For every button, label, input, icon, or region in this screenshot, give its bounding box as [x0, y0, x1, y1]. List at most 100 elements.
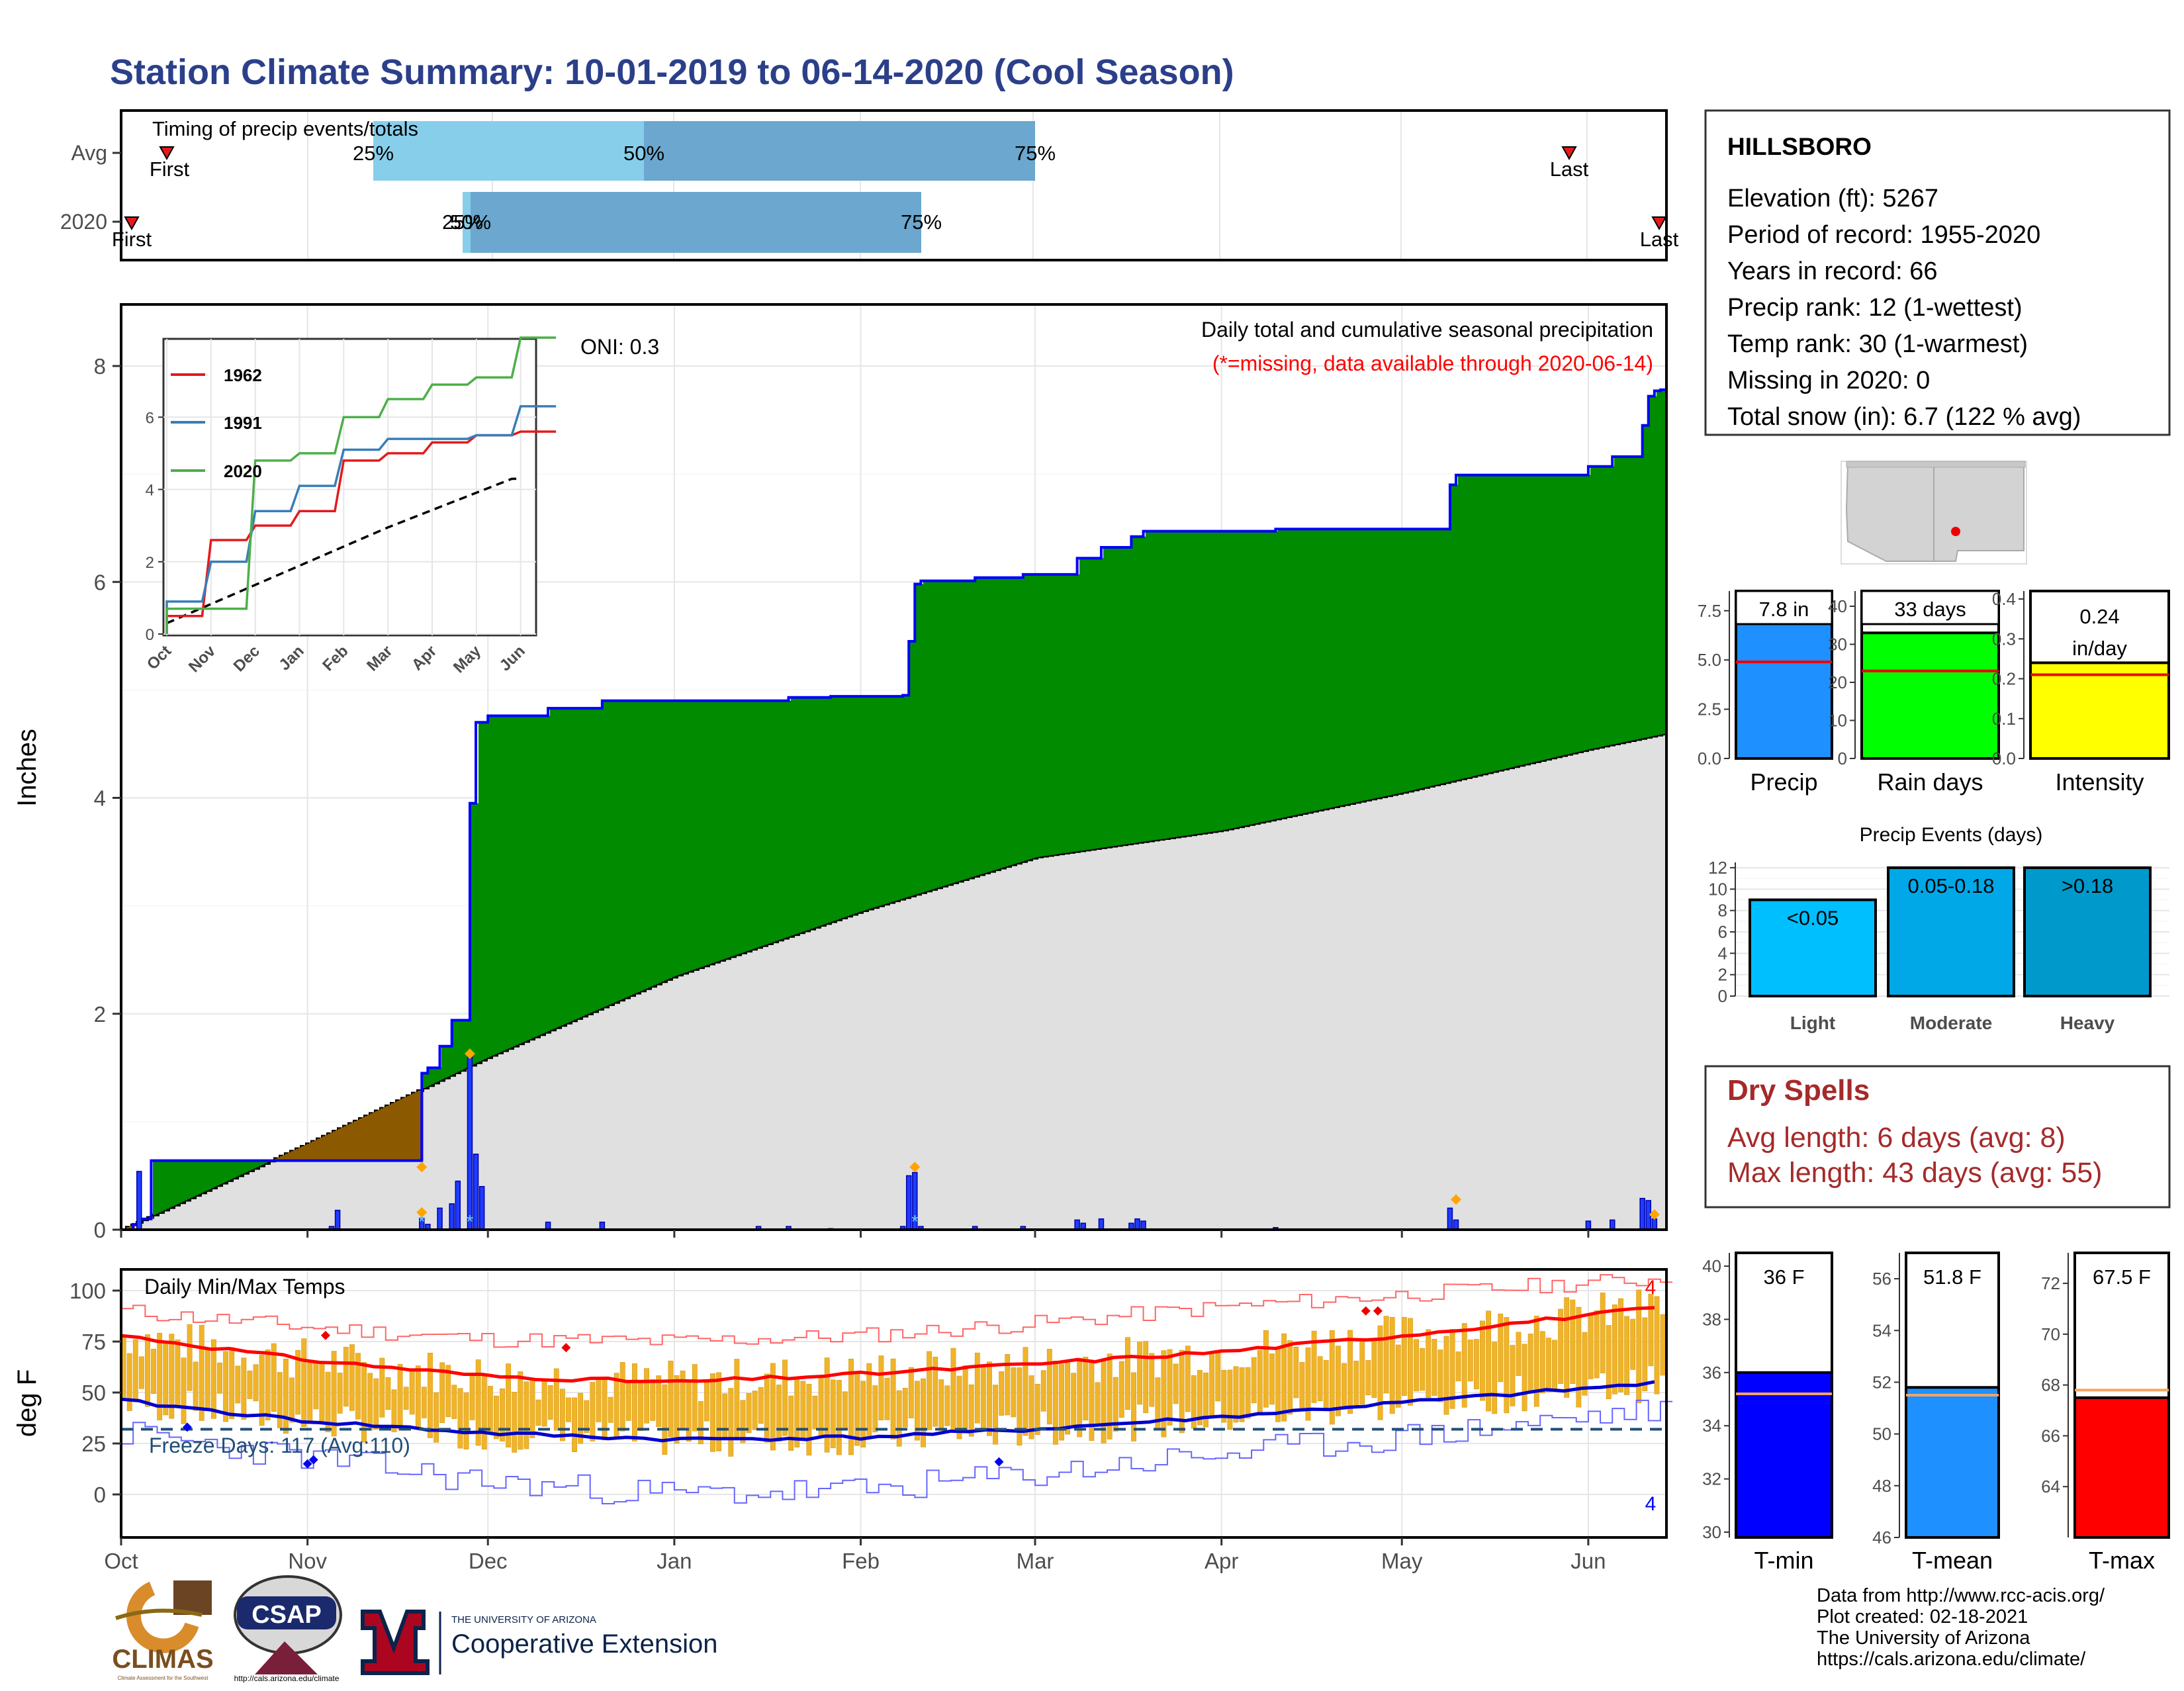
- above-avg-slice: [259, 1160, 262, 1166]
- below-avg-slice: [314, 1140, 318, 1161]
- temp-bar-ytick-label: 32: [1702, 1469, 1721, 1489]
- events-ytick-label: 4: [1718, 943, 1727, 963]
- station-location-dot: [1951, 527, 1960, 536]
- above-avg-slice: [449, 1046, 453, 1075]
- above-avg-slice: [680, 700, 683, 974]
- above-avg-slice: [1614, 457, 1617, 744]
- below-avg-slice: [129, 1226, 132, 1230]
- daily-temp-bar: [631, 1363, 637, 1441]
- above-avg-slice: [981, 577, 985, 874]
- above-avg-slice: [600, 708, 604, 1009]
- climas-tagline: Climate Assessment for the Southwest: [118, 1675, 209, 1681]
- mini-label: Intensity: [2055, 768, 2144, 796]
- below-avg-slice: [394, 1102, 397, 1161]
- record-low-marker: [308, 1455, 318, 1465]
- temp-ytick-label: 50: [81, 1381, 106, 1405]
- below-avg-slice: [304, 1145, 307, 1161]
- map-new-mexico: [1933, 463, 2025, 562]
- above-avg-slice: [1228, 531, 1231, 829]
- above-avg-slice: [1273, 531, 1276, 820]
- daily-temp-bar: [1305, 1348, 1311, 1421]
- daily-temp-bar: [1257, 1349, 1263, 1414]
- daily-temp-bar: [608, 1396, 614, 1423]
- above-avg-slice: [1201, 531, 1205, 833]
- inset-lines: [165, 336, 557, 634]
- below-avg-slice: [404, 1097, 408, 1161]
- avg-p50-label: 50%: [623, 142, 664, 165]
- above-avg-slice: [849, 696, 852, 915]
- above-avg-slice: [571, 708, 574, 1021]
- above-avg-slice: [1254, 531, 1257, 824]
- below-avg-slice: [410, 1094, 413, 1161]
- above-avg-slice: [1596, 466, 1599, 748]
- below-avg-slice: [357, 1119, 360, 1161]
- above-avg-slice: [1572, 475, 1575, 753]
- above-avg-slice: [632, 700, 635, 995]
- above-avg-slice: [635, 700, 638, 993]
- missing-marker: *: [418, 1211, 426, 1232]
- daily-temp-bar: [1173, 1363, 1179, 1404]
- above-avg-slice: [1516, 475, 1520, 766]
- above-avg-slice: [516, 715, 519, 1045]
- above-avg-slice: [1424, 529, 1427, 788]
- mini-ytick-label: 0.1: [1992, 709, 2016, 729]
- above-avg-slice: [1654, 396, 1657, 736]
- daily-precip-bar: [1134, 1218, 1140, 1230]
- below-avg-slice: [383, 1107, 387, 1161]
- above-avg-slice: [865, 696, 868, 910]
- daily-temp-bar: [1377, 1325, 1383, 1420]
- above-avg-slice: [1312, 529, 1316, 811]
- above-avg-slice: [1429, 529, 1432, 786]
- above-avg-slice: [1651, 396, 1655, 737]
- freeze-days-label: Freeze Days: 117 (Avg:110): [149, 1434, 410, 1457]
- above-avg-slice: [751, 700, 754, 950]
- events-bar-label: <0.05: [1787, 907, 1839, 930]
- temp-bar-value: 36 F: [1763, 1265, 1804, 1289]
- above-avg-slice: [1079, 558, 1083, 851]
- above-avg-slice: [1040, 574, 1043, 857]
- events-ytick-label: 6: [1718, 922, 1727, 942]
- above-avg-slice: [759, 700, 762, 947]
- above-avg-slice: [473, 803, 477, 1064]
- above-avg-slice: [1172, 531, 1175, 838]
- mini-bar: [1860, 631, 2000, 760]
- above-avg-slice: [1034, 574, 1038, 858]
- above-avg-slice: [1416, 529, 1419, 790]
- daily-temp-bar: [289, 1377, 295, 1423]
- above-avg-slice: [1453, 484, 1456, 781]
- above-avg-slice: [1342, 529, 1345, 805]
- above-avg-slice: [923, 580, 927, 892]
- precip-ytick-label: 4: [94, 786, 106, 811]
- above-avg-slice: [238, 1160, 241, 1176]
- above-avg-slice: [510, 715, 514, 1048]
- station-temp-rank: Temp rank: 30 (1-warmest): [1727, 330, 2028, 358]
- daily-temp-bar: [596, 1377, 602, 1422]
- daily-temp-bar: [265, 1349, 271, 1420]
- daily-temp-bar: [1365, 1360, 1371, 1396]
- below-avg-slice: [391, 1103, 394, 1161]
- page-title: Station Climate Summary: 10-01-2019 to 0…: [110, 52, 1234, 92]
- daily-temp-bar: [1395, 1344, 1401, 1408]
- temp-bar: [1905, 1386, 2000, 1539]
- daily-temp-bar: [1371, 1341, 1377, 1398]
- daily-temp-bar: [1558, 1308, 1564, 1384]
- above-avg-slice: [876, 696, 879, 907]
- above-avg-slice: [1249, 531, 1252, 825]
- daily-temp-bar: [1636, 1289, 1642, 1404]
- above-avg-slice: [1643, 425, 1647, 738]
- record-high-marker: [1373, 1306, 1383, 1316]
- temp-xtick-label: Dec: [469, 1549, 508, 1573]
- above-avg-slice: [1013, 577, 1017, 864]
- y2020-p50-label: 50%: [450, 210, 491, 234]
- above-avg-slice: [738, 700, 741, 954]
- daily-temp-bar: [896, 1390, 902, 1447]
- above-avg-slice: [852, 696, 855, 915]
- above-avg-slice: [844, 696, 847, 917]
- daily-temp-bar: [397, 1363, 403, 1430]
- above-avg-slice: [1482, 475, 1485, 774]
- daily-temp-bar: [1461, 1323, 1467, 1408]
- daily-precip-bar: [478, 1186, 485, 1230]
- daily-temp-bar: [710, 1373, 715, 1452]
